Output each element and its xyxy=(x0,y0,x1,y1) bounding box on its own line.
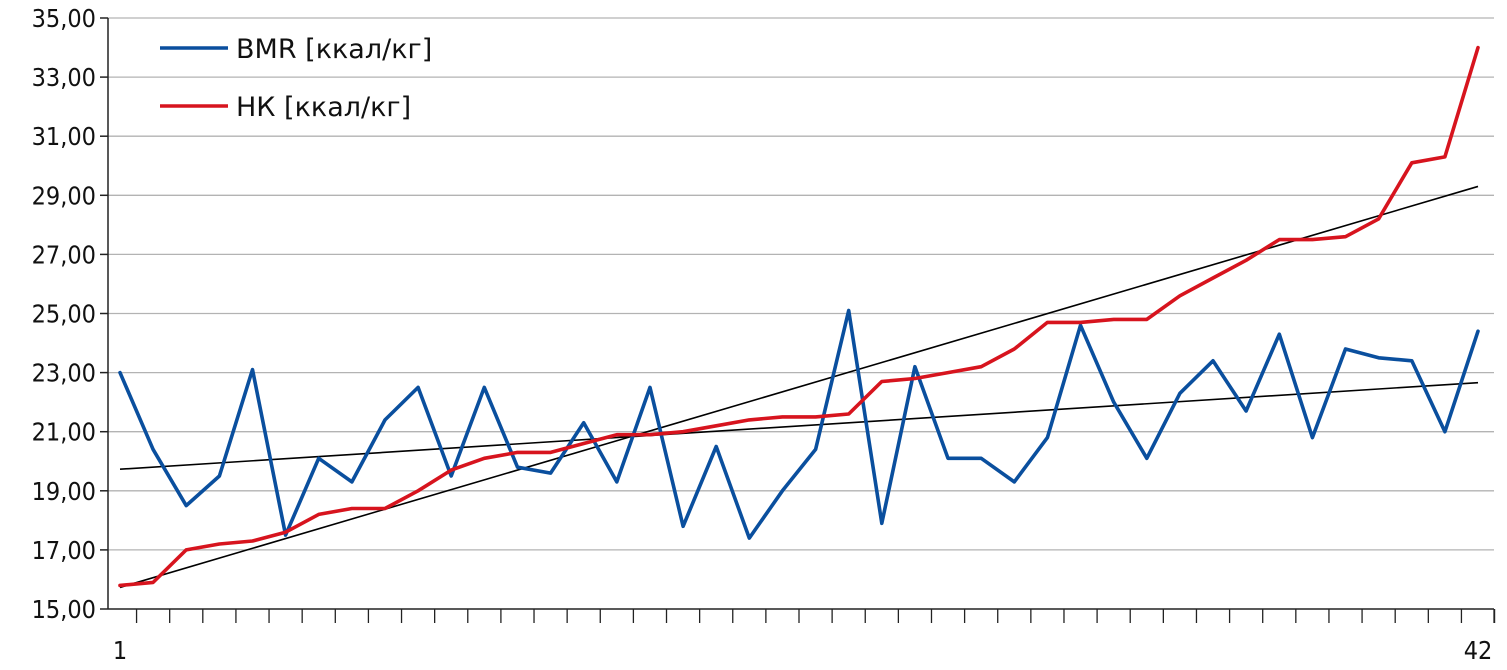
y-tick-label: 29,00 xyxy=(32,181,96,210)
y-tick-label: 23,00 xyxy=(32,359,96,388)
y-tick-label: 15,00 xyxy=(32,595,96,624)
trendline xyxy=(119,381,1479,471)
series-line-nk xyxy=(118,45,1480,588)
trendlines xyxy=(119,185,1479,589)
legend-label: BMR [ккал/кг] xyxy=(236,34,432,65)
y-tick-label: 25,00 xyxy=(32,300,96,329)
legend-label: НК [ккал/кг] xyxy=(236,92,411,123)
y-tick-label: 35,00 xyxy=(32,4,96,33)
y-tick-label: 33,00 xyxy=(32,63,96,92)
y-tick-label: 19,00 xyxy=(32,477,96,506)
x-tick-label: 42 xyxy=(1464,636,1493,665)
series-line-bmr xyxy=(118,308,1480,540)
trendline xyxy=(119,185,1479,589)
y-tick-label: 17,00 xyxy=(32,536,96,565)
y-tick-label: 27,00 xyxy=(32,240,96,269)
y-tick-label: 21,00 xyxy=(32,418,96,447)
grid-lines xyxy=(108,17,1494,551)
y-tick-label: 31,00 xyxy=(32,122,96,151)
x-tick-label: 1 xyxy=(113,636,127,665)
legend: BMR [ккал/кг] НК [ккал/кг] xyxy=(160,34,432,123)
series-lines xyxy=(118,45,1480,588)
axes: 15,00 17,00 19,00 21,00 23,00 25,00 27,00 29,00… xyxy=(32,4,1496,665)
